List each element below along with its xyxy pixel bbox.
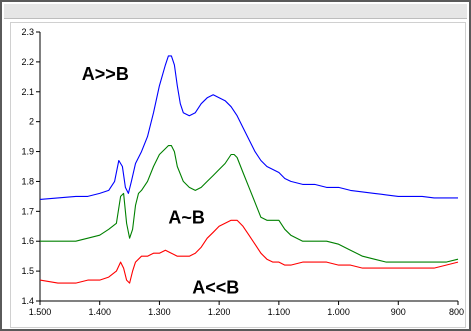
x-tick-label: 1.300 [148, 307, 171, 317]
y-tick-label: 1.9 [21, 147, 34, 157]
x-tick-label: 1.100 [268, 307, 291, 317]
x-tick-label: 900 [391, 307, 406, 317]
y-tick-label: 1.4 [21, 296, 34, 306]
x-tick-label: 1.200 [208, 307, 231, 317]
x-tick-label: 1.500 [29, 307, 52, 317]
y-tick-label: 1.5 [21, 266, 34, 276]
series-line-1 [39, 55, 458, 200]
x-tick-label: 1.400 [88, 307, 111, 317]
y-tick-label: 1.7 [21, 206, 34, 216]
annotation-label: A~B [168, 207, 205, 227]
x-tick-label: 800 [449, 307, 464, 317]
series-line-3 [39, 219, 459, 284]
window-title-bar [4, 4, 467, 19]
y-tick-label: 2.1 [21, 87, 34, 97]
annotation-label: A<<B [192, 278, 239, 298]
y-tick-label: 1.6 [21, 236, 34, 246]
y-tick-label: 1.8 [21, 176, 34, 186]
y-tick-label: 2.3 [21, 27, 34, 37]
x-tick-label: 1.000 [327, 307, 350, 317]
series-line-2 [40, 145, 459, 263]
y-tick-label: 2.2 [21, 57, 34, 67]
plot-border [10, 22, 466, 328]
y-tick-label: 2 [29, 117, 34, 127]
annotation-label: A>>B [82, 64, 129, 84]
